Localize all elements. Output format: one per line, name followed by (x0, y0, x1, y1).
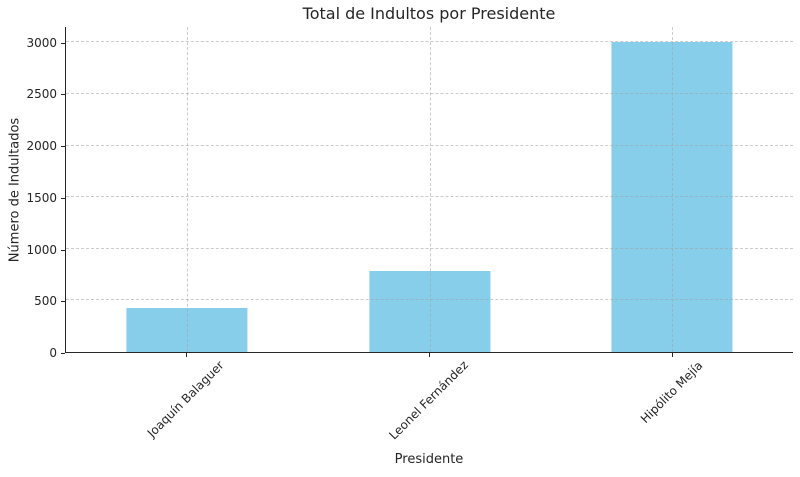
y-tick-mark-2000 (61, 146, 65, 148)
y-tick-mark-1000 (61, 249, 65, 251)
y-tick-label-0: 0 (49, 346, 57, 360)
y-tick-label-1000: 1000 (26, 242, 57, 257)
y-tick-mark-0 (61, 353, 65, 354)
plot-area (65, 27, 793, 353)
x-tick-mark-2 (671, 353, 673, 357)
bar-2 (611, 42, 733, 352)
x-tick-mark-1 (429, 353, 430, 357)
y-tick-mark-2500 (61, 94, 65, 96)
bars-layer (66, 27, 793, 352)
y-tick-label-2500: 2500 (26, 87, 57, 102)
bar-1 (368, 270, 491, 352)
x-axis-label: Presidente (394, 452, 464, 467)
y-axis-label: Número de Indultados (7, 117, 23, 263)
y-tick-label-3000: 3000 (26, 35, 57, 50)
x-tick-mark-0 (186, 353, 188, 357)
x-tick-label-0: Joaquín Balaguer (144, 357, 227, 441)
y-tick-label-2000: 2000 (26, 139, 57, 154)
x-tick-label-1: Leonel Fernández (386, 358, 471, 443)
y-tick-mark-500 (61, 301, 65, 303)
x-tick-label-2: Hipólito Mejía (637, 358, 706, 426)
y-tick-label-500: 500 (34, 294, 57, 309)
y-tick-mark-3000 (61, 42, 65, 44)
chart-title: Total de Indultos por Presidente (302, 4, 556, 23)
y-tick-mark-1500 (61, 197, 65, 199)
y-tick-label-1500: 1500 (26, 190, 57, 205)
bar-0 (126, 307, 248, 352)
